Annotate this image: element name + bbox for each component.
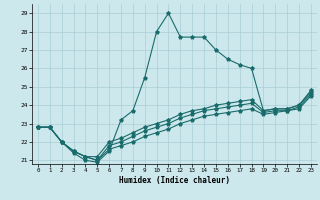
X-axis label: Humidex (Indice chaleur): Humidex (Indice chaleur) bbox=[119, 176, 230, 185]
